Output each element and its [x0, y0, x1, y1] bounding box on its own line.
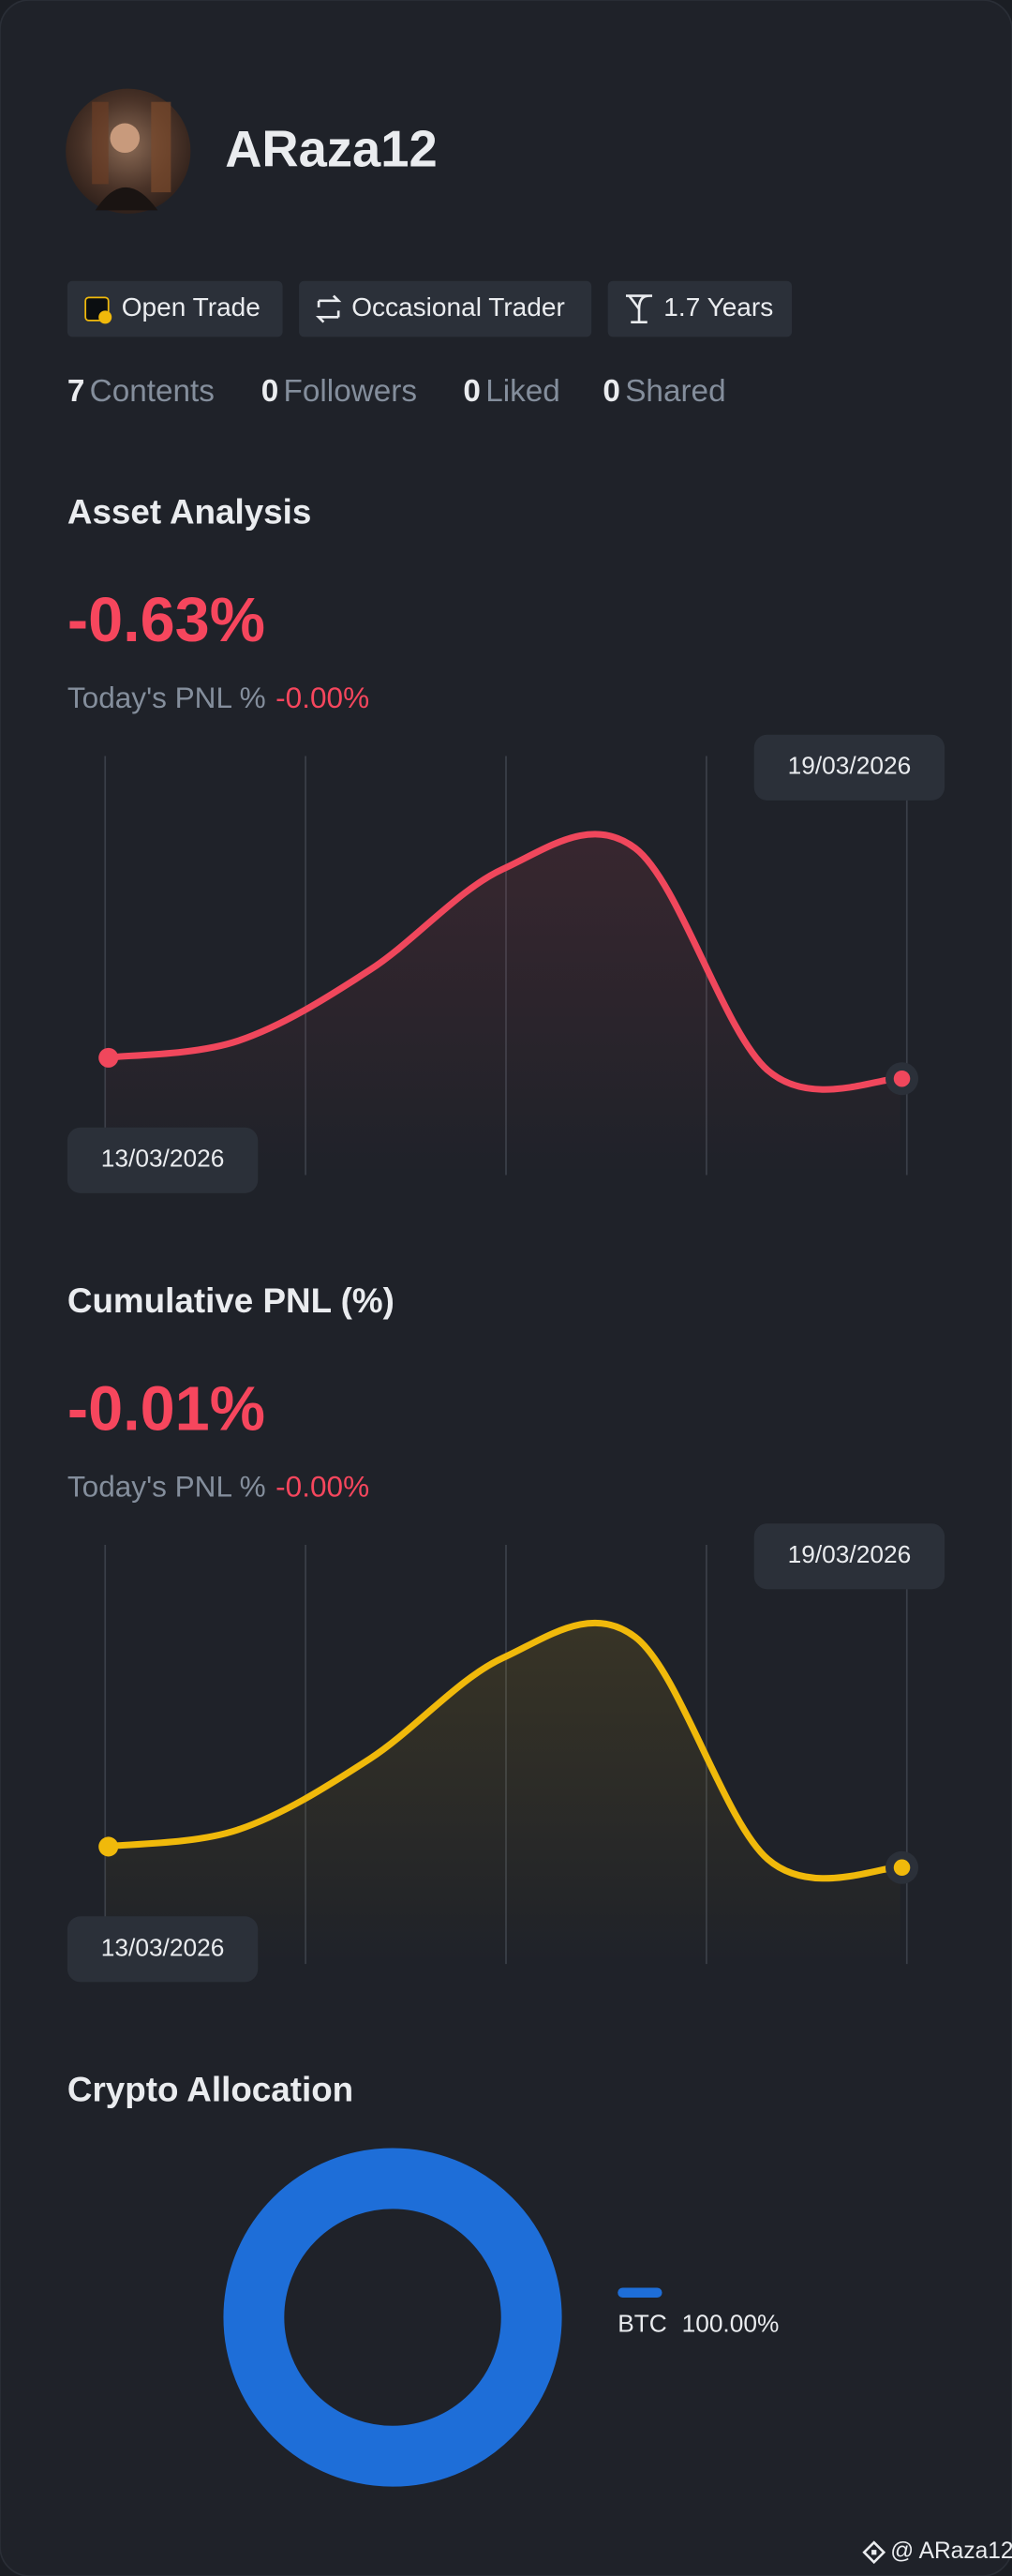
start-point — [98, 1836, 119, 1857]
tag-icon — [315, 294, 342, 323]
footer-logo — [862, 2540, 886, 2565]
x-tick-label: 13/03/2026 — [101, 1145, 225, 1173]
start-point — [98, 1047, 119, 1068]
avatar-detail — [110, 123, 141, 154]
stats: 7 Contents 0 Followers 0 Liked 0 Shared — [67, 374, 726, 409]
area — [105, 1623, 900, 1965]
end-point — [893, 1859, 911, 1877]
footer-handle: @ ARaza12 — [890, 2539, 1012, 2564]
section-title: Cumulative PNL (%) — [67, 1281, 394, 1320]
headline-value: -0.63% — [67, 586, 265, 655]
end-point — [893, 1070, 911, 1087]
tag: 1.7 Years — [663, 292, 773, 322]
stat-label: Liked — [485, 374, 560, 409]
today-pnl: Today's PNL % -0.00% — [67, 1470, 369, 1504]
donut-segment — [223, 2148, 562, 2487]
line — [101, 1619, 904, 1882]
tag: Open Trade — [122, 292, 260, 322]
tag: Occasional Trader — [351, 292, 565, 322]
stat: 7 Contents — [67, 374, 215, 409]
stat-label: Shared — [625, 374, 725, 409]
avatar-detail — [95, 187, 158, 211]
stat-label: Followers — [284, 374, 417, 409]
date-badge — [753, 734, 945, 801]
x-tick-label: 13/03/2026 — [101, 1933, 225, 1961]
section-title: Crypto Allocation — [67, 2071, 353, 2109]
area — [105, 833, 900, 1176]
stat-value: 0 — [261, 374, 279, 409]
tags: Open Trade Occasional Trader 1.7 Years — [67, 280, 793, 337]
legend-value: 100.00% — [682, 2310, 780, 2338]
date-badge — [67, 1127, 259, 1193]
avatar-detail — [151, 101, 171, 193]
legend-swatch — [618, 2287, 662, 2299]
x-tick-label: 19/03/2026 — [788, 752, 912, 780]
stat: 0 Followers — [261, 374, 417, 409]
today-pnl: Today's PNL % -0.00% — [67, 681, 369, 714]
today-value: -0.00% — [275, 681, 369, 714]
legend-label: BTC — [618, 2310, 667, 2338]
section-title: Asset Analysis — [67, 492, 311, 531]
tag-bg — [67, 280, 283, 337]
stat-value: 0 — [463, 374, 481, 409]
tag-bg — [299, 280, 592, 337]
x-tick-label: 19/03/2026 — [788, 1540, 912, 1568]
stat: 0 Liked — [463, 374, 559, 409]
today-label: Today's PNL % — [67, 681, 266, 714]
tag-bg — [607, 280, 793, 337]
line — [101, 831, 904, 1093]
tag-icon — [98, 310, 112, 324]
date-badge — [753, 1523, 945, 1590]
stat-label: Contents — [90, 374, 215, 409]
today-value: -0.00% — [275, 1470, 369, 1504]
stat-value: 0 — [603, 374, 620, 409]
stat: 0 Shared — [603, 374, 725, 409]
tag-icon — [625, 294, 653, 323]
stat-value: 7 — [67, 374, 85, 409]
username: ARaza12 — [225, 120, 438, 177]
headline-value: -0.01% — [67, 1374, 265, 1444]
avatar-detail — [92, 101, 109, 185]
today-label: Today's PNL % — [67, 1470, 266, 1504]
date-badge — [67, 1916, 259, 1983]
